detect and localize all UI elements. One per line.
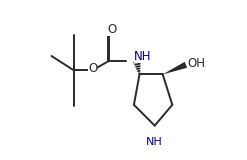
- Text: NH: NH: [134, 50, 151, 63]
- Text: OH: OH: [187, 57, 206, 70]
- Text: NH: NH: [146, 137, 163, 147]
- Text: O: O: [88, 61, 97, 75]
- Text: O: O: [107, 23, 116, 36]
- Polygon shape: [163, 62, 187, 74]
